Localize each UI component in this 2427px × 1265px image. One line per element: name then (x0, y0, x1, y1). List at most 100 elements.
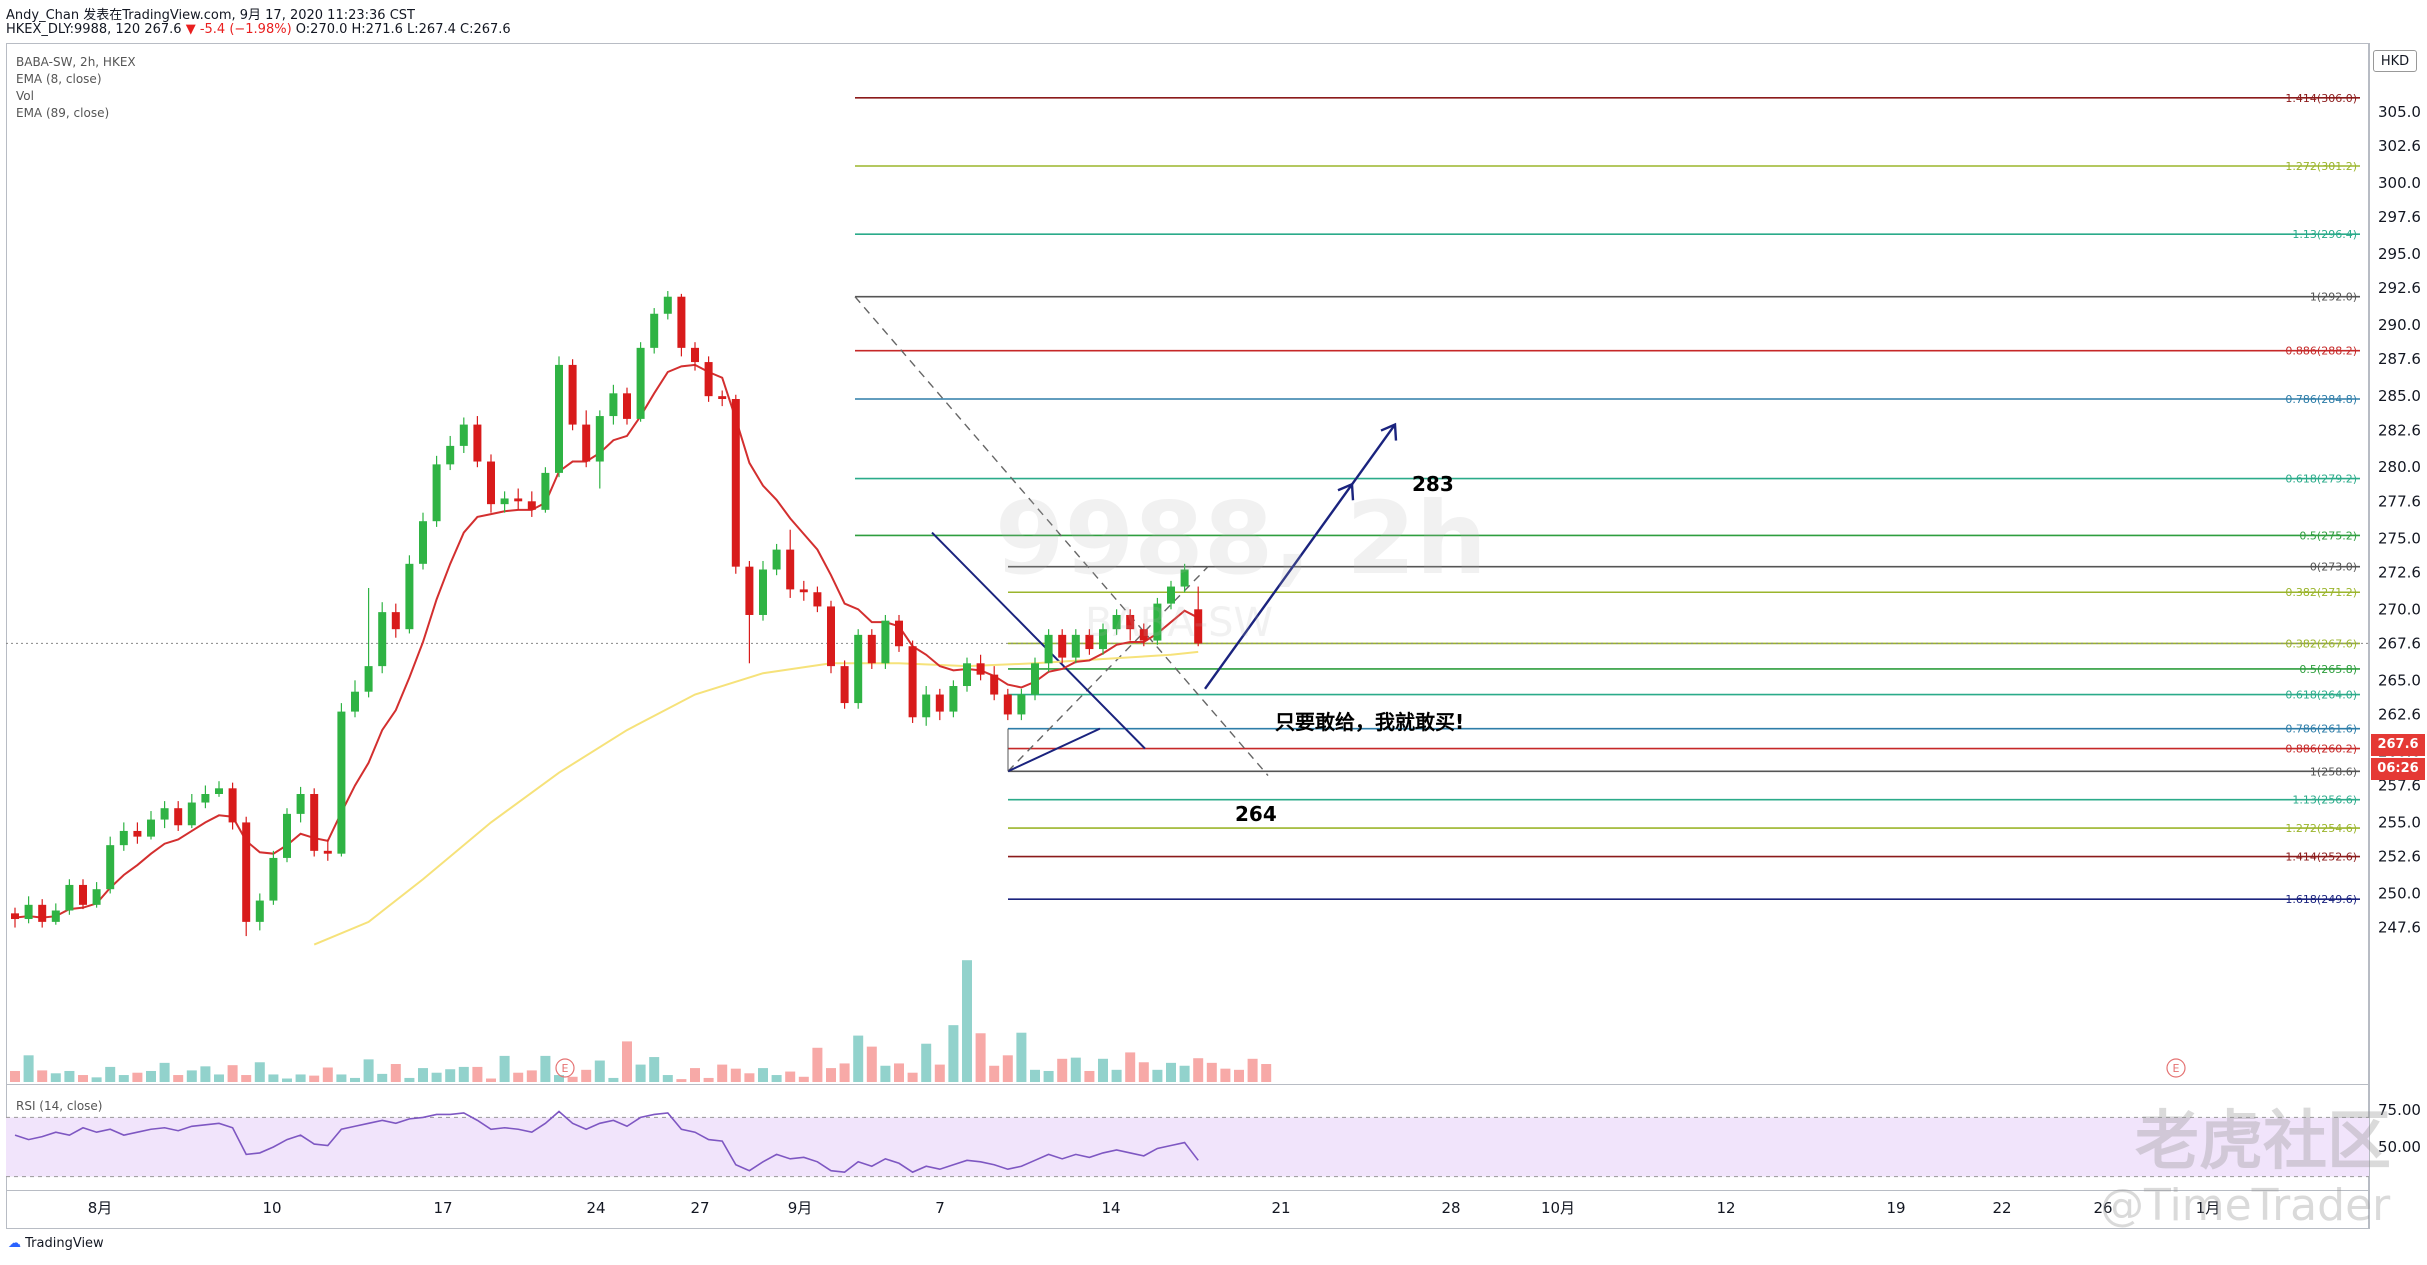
volume-bar (1057, 1058, 1068, 1082)
candle-body (24, 904, 33, 920)
legend-symbol[interactable]: BABA-SW, 2h, HKEX (16, 55, 136, 69)
candle-body (174, 808, 183, 826)
candle-body (1044, 634, 1053, 664)
arrow-mid-head (1337, 482, 1355, 501)
trend-lines (854, 296, 1269, 776)
fibonacci-levels: 1.414(306.0) 1.272(301.2) 1.13(296.4) 1(292… (6, 92, 2369, 906)
volume-bar (785, 1071, 796, 1082)
fib-upper-label: 1.414(306.0) (2285, 92, 2357, 105)
candle-body (242, 822, 251, 922)
volume-bar (975, 1033, 986, 1082)
candle-body (772, 549, 781, 570)
candle-body (106, 845, 115, 890)
legend-ema8[interactable]: EMA (8, close) (16, 72, 102, 86)
volume-bar (798, 1076, 809, 1082)
candles (11, 291, 1203, 937)
candle-body (691, 347, 699, 363)
volume-bar (1138, 1062, 1149, 1082)
wedge-upper-line (931, 531, 1146, 750)
candle-body (38, 904, 47, 922)
y-tick-label: 262.6 (2378, 705, 2421, 723)
candle-body (1126, 614, 1135, 630)
volume-bar (1193, 1058, 1204, 1082)
y-tick-label: 290.0 (2378, 316, 2421, 334)
x-tick-label: 12 (1716, 1199, 1735, 1217)
candle-body (881, 620, 890, 664)
fib-lower-label: 1.13(256.6) (2292, 794, 2357, 807)
price-axis[interactable]: 305.0 302.6 300.0 297.6 295.0 292.6 290.0 287.6… (2378, 103, 2421, 1156)
candle-body (419, 521, 427, 564)
indicator-legend[interactable]: BABA-SW, 2h, HKEX EMA (8, close) Vol EMA… (16, 54, 136, 122)
candle-body (391, 612, 400, 630)
currency-button[interactable]: HKD (2373, 50, 2417, 72)
candle-body (65, 884, 74, 911)
volume-bar (567, 1076, 578, 1082)
volume-bar (907, 1072, 918, 1082)
volume-bar (472, 1066, 483, 1082)
volume-bar (812, 1047, 823, 1082)
volume-bar (1179, 1065, 1190, 1082)
volume-bar (1084, 1070, 1095, 1082)
volume-bar (10, 1070, 20, 1082)
candle-body (473, 424, 482, 462)
arrow-head (1380, 422, 1398, 441)
time-axis[interactable]: 8月 10 17 24 27 9月 7 14 21 28 10月 12 19 22 26 1月 (88, 1199, 2221, 1217)
volume-bar (186, 1070, 197, 1082)
fib-upper-label: 0.618(279.2) (2285, 473, 2357, 486)
earnings-marker-label: E (562, 1062, 569, 1075)
site-watermark-cn: 老虎社区 (2135, 1105, 2391, 1179)
volume-bar (826, 1068, 836, 1082)
volume-bar (540, 1055, 551, 1082)
volume-bar (676, 1079, 687, 1082)
volume-bar (744, 1073, 755, 1082)
candle-body (908, 646, 917, 718)
x-tick-label: 27 (690, 1199, 709, 1217)
x-tick-label: 9月 (788, 1199, 813, 1217)
annotation-text: 只要敢给，我就敢买! (1275, 710, 1465, 734)
volume-bar (254, 1062, 265, 1082)
volume-bar (1166, 1062, 1176, 1082)
fib-upper-label: 1(292.0) (2310, 291, 2357, 304)
volume-bar (159, 1062, 170, 1082)
rsi-line (14, 1110, 1199, 1174)
rsi-legend[interactable]: RSI (14, close) (16, 1099, 103, 1113)
candle-body (255, 900, 264, 922)
volume-bar (227, 1065, 238, 1082)
y-tick-label: 275.0 (2378, 529, 2421, 547)
x-tick-label: 24 (586, 1199, 605, 1217)
tradingview-logo[interactable]: ☁ TradingView (8, 1236, 104, 1251)
site-watermark-en: @TimeTrader (2100, 1180, 2391, 1231)
candle-body (92, 889, 101, 905)
candle-body (1112, 614, 1121, 630)
volume-bar (1220, 1068, 1231, 1082)
volume-bar (118, 1075, 129, 1082)
volume-bar (526, 1070, 537, 1082)
legend-ema89[interactable]: EMA (89, close) (16, 106, 110, 120)
volume-bar (730, 1068, 741, 1082)
legend-vol[interactable]: Vol (16, 89, 34, 103)
volume-bar (1043, 1070, 1054, 1082)
y-tick-label: 305.0 (2378, 103, 2421, 121)
fib-lower-label: 0.5(265.8) (2299, 663, 2357, 676)
fib-lower-label: 0.886(260.2) (2285, 743, 2357, 756)
rsi-tick-label: 75.00 (2378, 1101, 2421, 1119)
fib-upper-label: 0.5(275.2) (2299, 529, 2357, 542)
x-tick-label: 10 (262, 1199, 281, 1217)
volume-bar (390, 1064, 401, 1082)
candle-body (79, 884, 87, 905)
symbol-watermark: 9988, 2h (995, 480, 1487, 597)
candle-body (1180, 569, 1189, 587)
candle-body (1085, 634, 1094, 650)
candle-body (1099, 629, 1107, 650)
fib-lower-label: 0(273.0) (2310, 561, 2357, 574)
volume-bar (866, 1046, 877, 1082)
y-tick-label: 252.6 (2378, 848, 2421, 866)
projection-line (1204, 423, 1396, 690)
fib-upper-label: 0.886(288.2) (2285, 345, 2357, 358)
y-tick-label: 270.0 (2378, 600, 2421, 618)
bar-countdown-tag: 06:26 (2371, 758, 2425, 780)
volume-bar (105, 1066, 116, 1082)
y-tick-label: 250.0 (2378, 884, 2421, 902)
